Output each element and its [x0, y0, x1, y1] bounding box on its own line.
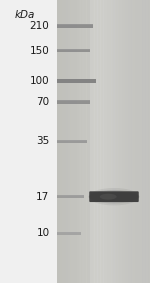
- Bar: [114, 0, 116, 283]
- Bar: [58, 0, 60, 283]
- Bar: [107, 0, 108, 283]
- Bar: [88, 0, 90, 283]
- Bar: [141, 0, 142, 283]
- Bar: [71, 0, 73, 283]
- Bar: [79, 0, 81, 283]
- Bar: [130, 0, 132, 283]
- Bar: [74, 0, 76, 283]
- Bar: [57, 79, 96, 80]
- Text: 35: 35: [36, 136, 50, 147]
- Bar: [72, 0, 74, 283]
- Bar: [124, 0, 126, 283]
- Bar: [99, 0, 101, 283]
- Bar: [57, 232, 81, 233]
- Ellipse shape: [89, 188, 139, 205]
- Bar: [128, 0, 130, 283]
- Bar: [111, 0, 113, 283]
- Bar: [110, 0, 112, 283]
- Bar: [86, 0, 88, 283]
- Bar: [100, 0, 102, 283]
- Bar: [68, 0, 70, 283]
- Bar: [57, 195, 84, 198]
- Bar: [113, 0, 115, 283]
- Bar: [144, 0, 146, 283]
- Bar: [57, 100, 90, 104]
- Bar: [121, 0, 122, 283]
- Bar: [62, 0, 63, 283]
- Bar: [138, 0, 140, 283]
- Text: 17: 17: [36, 192, 50, 202]
- Bar: [97, 0, 99, 283]
- Bar: [76, 0, 77, 283]
- Bar: [93, 0, 94, 283]
- Bar: [133, 0, 135, 283]
- Bar: [102, 0, 104, 283]
- Bar: [90, 0, 91, 283]
- Bar: [94, 0, 96, 283]
- Bar: [103, 0, 105, 283]
- Bar: [57, 49, 90, 53]
- Bar: [57, 78, 96, 83]
- Bar: [96, 0, 98, 283]
- Bar: [83, 0, 85, 283]
- Bar: [57, 24, 93, 25]
- Bar: [91, 0, 93, 283]
- Text: 10: 10: [36, 228, 50, 239]
- Bar: [116, 0, 118, 283]
- Bar: [125, 0, 127, 283]
- Text: 150: 150: [30, 46, 50, 56]
- Ellipse shape: [89, 190, 139, 203]
- Bar: [142, 0, 144, 283]
- Bar: [57, 0, 59, 283]
- Bar: [63, 0, 65, 283]
- Text: 70: 70: [36, 97, 50, 107]
- Bar: [108, 0, 110, 283]
- Bar: [57, 195, 84, 196]
- Bar: [57, 0, 150, 283]
- Text: 210: 210: [30, 21, 50, 31]
- Bar: [148, 0, 150, 283]
- Bar: [85, 0, 87, 283]
- Bar: [57, 140, 87, 143]
- Text: 100: 100: [30, 76, 50, 86]
- Ellipse shape: [100, 194, 117, 200]
- Bar: [57, 140, 87, 141]
- Bar: [65, 0, 67, 283]
- Bar: [145, 0, 147, 283]
- Bar: [127, 0, 129, 283]
- FancyBboxPatch shape: [89, 191, 139, 202]
- Bar: [82, 0, 84, 283]
- Bar: [105, 0, 107, 283]
- Bar: [139, 0, 141, 283]
- Bar: [135, 0, 136, 283]
- Bar: [66, 0, 68, 283]
- Bar: [131, 0, 133, 283]
- Bar: [119, 0, 121, 283]
- Bar: [57, 100, 90, 101]
- Bar: [57, 232, 81, 235]
- Bar: [117, 0, 119, 283]
- Ellipse shape: [89, 192, 139, 202]
- Bar: [136, 0, 138, 283]
- Text: kDa: kDa: [15, 10, 35, 20]
- Bar: [80, 0, 82, 283]
- Bar: [57, 0, 90, 283]
- Bar: [77, 0, 79, 283]
- Bar: [60, 0, 62, 283]
- Bar: [147, 0, 149, 283]
- Bar: [0, 0, 57, 283]
- Bar: [57, 24, 93, 28]
- Bar: [69, 0, 71, 283]
- Bar: [122, 0, 124, 283]
